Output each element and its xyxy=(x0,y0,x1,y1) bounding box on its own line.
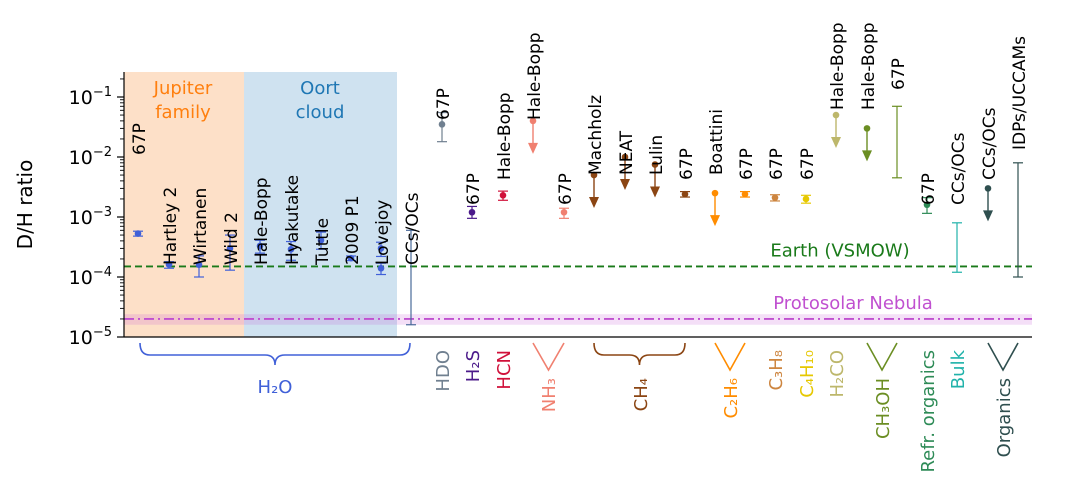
data-points xyxy=(133,105,1023,326)
reference-line-label: Protosolar Nebula xyxy=(773,293,933,314)
data-point xyxy=(499,191,507,199)
data-point xyxy=(923,201,931,209)
point-label: Wirtanen xyxy=(191,188,211,265)
point-labels: 67P Hartley 2 Wirtanen Wild 2 Hale-Bopp Hyaku… xyxy=(130,22,1030,266)
reference-line-label: Earth (VSMOW) xyxy=(770,240,909,261)
group-brace xyxy=(593,342,686,366)
upper-limit-arrow xyxy=(710,215,720,227)
point-label: Hale-Bopp xyxy=(859,22,879,110)
point-label: 67P xyxy=(130,123,150,155)
group-brace xyxy=(987,342,1019,372)
region-label: Jupiter xyxy=(153,78,213,99)
group-brace xyxy=(139,342,411,366)
data-point xyxy=(195,261,203,269)
point-label: Boattini xyxy=(707,109,727,175)
point-label: 67P xyxy=(798,148,818,180)
region-label: Oort xyxy=(300,78,340,99)
group-label: HDO xyxy=(433,350,454,392)
point-label: Hale-Bopp xyxy=(525,32,545,120)
group-label: CH₄ xyxy=(631,378,652,411)
point-label: Hale-Bopp xyxy=(252,177,272,265)
reference-lines: Earth (VSMOW) Protosolar Nebula xyxy=(124,240,1032,325)
data-point xyxy=(438,121,446,128)
data-point xyxy=(741,190,749,198)
point-label: 67P xyxy=(464,173,484,205)
upper-limit-arrow xyxy=(650,186,660,198)
point-label: 67P xyxy=(767,148,787,180)
data-point xyxy=(771,194,779,201)
upper-limit-arrow xyxy=(528,142,538,154)
data-point xyxy=(377,245,385,252)
y-tick-label: 10−5 xyxy=(69,325,112,349)
point-label: 67P xyxy=(677,148,697,180)
data-point xyxy=(287,245,295,253)
data-point xyxy=(802,195,810,203)
point-label: Hyakutake xyxy=(283,175,303,265)
group-label: CH₃OH xyxy=(873,378,894,439)
upper-limit-arrow xyxy=(983,210,993,222)
group-label: H₂CO xyxy=(827,350,848,398)
point-label: Machholz xyxy=(586,95,606,175)
upper-limit-arrow xyxy=(862,150,872,162)
axes: 10−5 10−4 10−3 10−2 10−1 D/H ratio xyxy=(13,72,1032,349)
y-axis-label: D/H ratio xyxy=(13,160,37,250)
upper-limit-arrow xyxy=(831,137,841,149)
point-label: 67P xyxy=(919,173,939,205)
point-label: Lulin xyxy=(647,135,667,175)
region-label: cloud xyxy=(296,102,345,123)
region-band xyxy=(244,72,397,337)
upper-limit-arrow xyxy=(589,197,599,209)
group-label: Organics xyxy=(994,378,1015,457)
group-label: C₃H₈ xyxy=(766,350,787,391)
y-tick-label: 10−4 xyxy=(69,265,112,289)
point-label: Wild 2 xyxy=(222,212,242,265)
point-label: Hale-Bopp xyxy=(828,22,848,110)
group-label: H₂O xyxy=(258,377,293,398)
group-label: Refr. organics xyxy=(918,350,939,473)
data-point xyxy=(256,242,264,250)
point-label: CCs/OCs xyxy=(980,107,1000,180)
chart-background: Jupiter family Oort cloud xyxy=(124,72,397,337)
data-point xyxy=(347,254,355,262)
group-label: HCN xyxy=(494,350,515,390)
region-band xyxy=(124,72,244,337)
data-point xyxy=(226,245,234,252)
group-label: C₄H₁₀ xyxy=(797,350,818,398)
point-label: Tuttle xyxy=(313,218,333,266)
data-point xyxy=(165,261,173,268)
point-label: 67P xyxy=(556,173,576,205)
point-label: 2009 P1 xyxy=(343,195,363,265)
data-point xyxy=(317,236,325,244)
data-point xyxy=(377,264,385,272)
group-brace xyxy=(714,342,746,372)
point-label: CCs/OCs xyxy=(949,132,969,205)
point-label: CCs/OCs xyxy=(403,192,423,265)
point-label: 67P xyxy=(889,58,909,90)
group-brace xyxy=(532,342,565,372)
point-label: Lovejoy xyxy=(373,200,393,265)
y-tick-label: 10−3 xyxy=(69,205,112,229)
upper-limit-arrow xyxy=(620,179,630,190)
group-labels: H₂O HDO H₂S HCN NH₃ CH₄ C₂H₆ C₃H₈ C₄H₁₀ H₂CO CH₃OH… xyxy=(139,342,1019,473)
y-tick-label: 10−2 xyxy=(69,145,112,169)
data-point xyxy=(134,230,142,237)
point-label: Hale-Bopp xyxy=(495,92,515,180)
group-label: C₂H₆ xyxy=(721,378,742,419)
data-point xyxy=(560,208,568,216)
point-label: 67P xyxy=(434,88,454,120)
y-tick-label: 10−1 xyxy=(69,85,112,109)
group-label: NH₃ xyxy=(539,378,560,412)
data-point xyxy=(681,190,689,198)
point-label: IDPs/UCCAMs xyxy=(1010,36,1030,150)
point-label: 67P xyxy=(737,148,757,180)
group-brace xyxy=(866,342,898,372)
point-label: Hartley 2 xyxy=(161,187,181,265)
group-label: Bulk xyxy=(948,349,969,389)
region-label: family xyxy=(155,102,211,123)
point-label: NEAT xyxy=(617,130,637,175)
group-label: H₂S xyxy=(463,350,484,382)
data-point xyxy=(468,208,476,216)
